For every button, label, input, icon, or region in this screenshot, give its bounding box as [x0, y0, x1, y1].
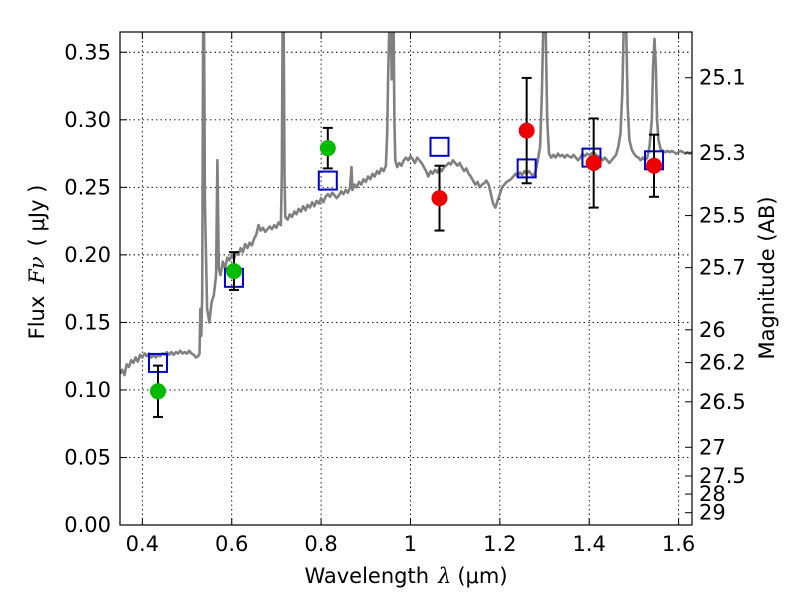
mag-tick-label: 28 [699, 482, 726, 506]
y-axis-label: FluxFν( μJy ) [25, 185, 49, 340]
x-tick-label: 0.4 [126, 532, 159, 556]
mag-tick-label: 25.5 [699, 204, 746, 228]
y-tick-label: 0.05 [64, 445, 111, 469]
x-tick-label: 1.6 [662, 532, 695, 556]
mag-tick-label: 26 [699, 318, 726, 342]
x-axis-label: Wavelength λ (μm) [304, 564, 507, 588]
x-tick-label: 0.6 [215, 532, 248, 556]
sed-line [120, 32, 692, 377]
mag-tick-label: 25.3 [699, 141, 746, 165]
plot-layer [120, 32, 692, 418]
x-tick-label: 1 [404, 532, 417, 556]
mag-tick-label: 26.5 [699, 390, 746, 414]
mag-tick-label: 27 [699, 435, 726, 459]
y2-axis-label: Magnitude (AB) [755, 196, 779, 359]
y-tick-label: 0.30 [64, 108, 111, 132]
photometry-point [319, 140, 336, 157]
x-tick-label: 1.2 [483, 532, 516, 556]
photometry-point [646, 157, 663, 174]
plot-frame [119, 31, 693, 526]
mag-tick-label: 26.2 [699, 351, 746, 375]
y-tick-label: 0.20 [64, 243, 111, 267]
y-tick-label: 0.00 [64, 513, 111, 537]
y-tick-label: 0.35 [64, 40, 111, 64]
x-tick-label: 1.4 [573, 532, 606, 556]
mag-tick-label: 25.1 [699, 66, 746, 90]
photometry-point [225, 263, 242, 280]
photometry-point [149, 383, 166, 400]
photometry-point [431, 190, 448, 207]
x-tick-label: 0.8 [304, 532, 337, 556]
model-photometry-point [317, 170, 338, 191]
y-tick-label: 0.10 [64, 378, 111, 402]
photometry-point [585, 155, 602, 172]
photometry-point [518, 122, 535, 139]
y-tick-label: 0.25 [64, 175, 111, 199]
mag-tick-label: 25.7 [699, 256, 746, 280]
mag-tick-label: 29 [699, 501, 726, 525]
model-photometry-point [429, 136, 450, 157]
tick-layer: 0.4 0.6 0.8 1 1.2 1.4 1.6 0.00 0.05 0.10 0.15 0.20 0… [64, 32, 746, 556]
y-tick-label: 0.15 [64, 310, 111, 334]
mag-tick-label: 27.5 [699, 464, 746, 488]
